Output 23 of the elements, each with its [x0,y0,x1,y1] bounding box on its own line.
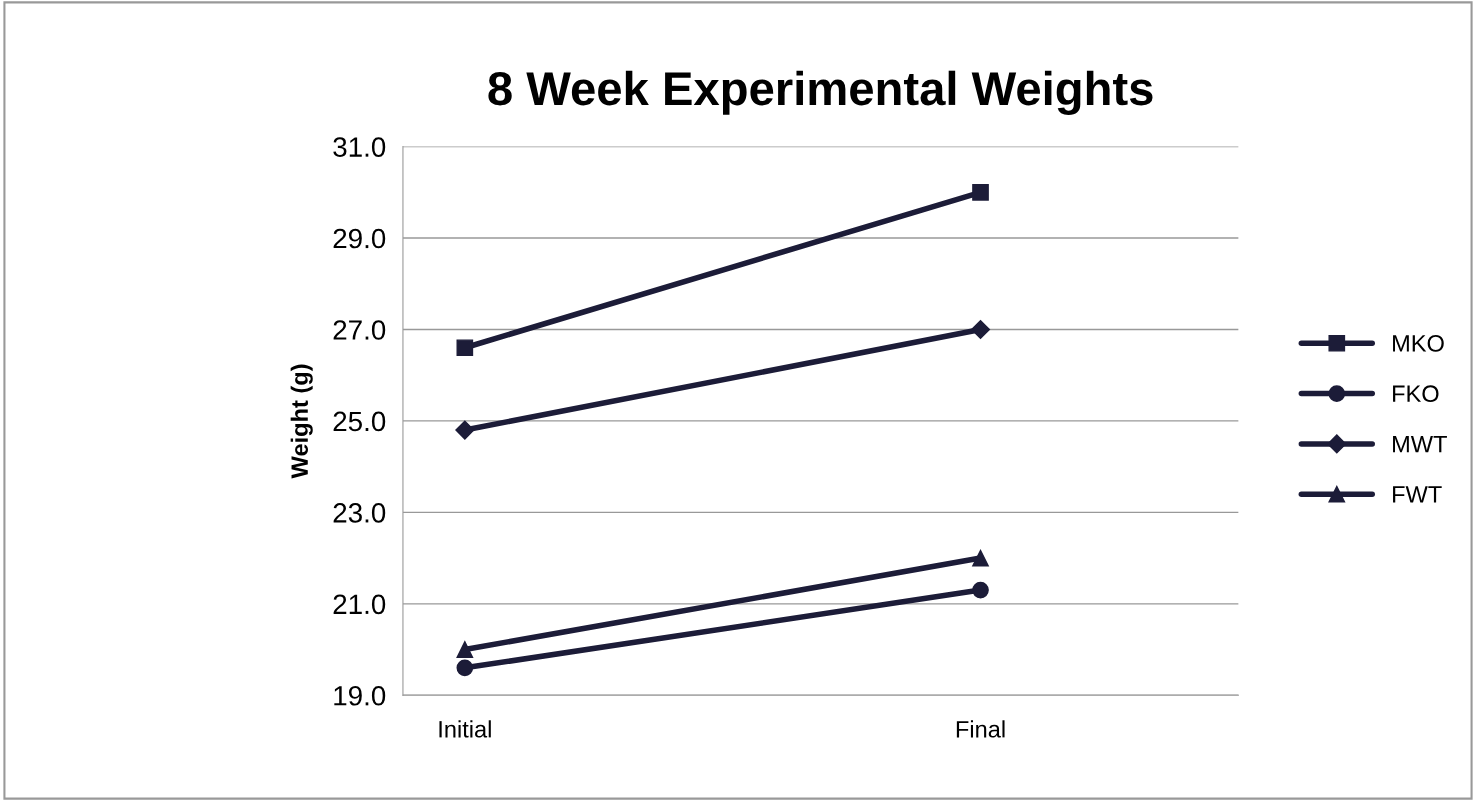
x-tick-label: Final [956,720,1005,738]
legend-label: FWT [1393,486,1442,503]
point [456,641,474,658]
y-tick-label: 27.0 [333,320,386,340]
y-tick-label: 19.0 [334,685,386,706]
y-tick-label: 31.0 [333,137,386,157]
x-tick-label: Initial [439,720,491,738]
point [972,549,989,567]
point [972,581,989,599]
legend-label: MWT [1393,435,1447,453]
point [970,319,991,340]
y-axis-title: Weight (g) [290,364,313,479]
legend-label: FKO [1393,385,1439,403]
point [972,183,989,201]
y-tick-label: 25.0 [333,411,386,432]
y-tick-label: 23.0 [333,503,386,523]
y-tick-label: 21.0 [333,594,386,615]
legend-label: MKO [1393,335,1444,352]
point [456,339,474,357]
point [456,659,474,677]
y-tick-label: 29.0 [333,228,386,249]
chart-title: 8 Week Experimental Weights [488,70,1153,115]
point [455,420,475,440]
